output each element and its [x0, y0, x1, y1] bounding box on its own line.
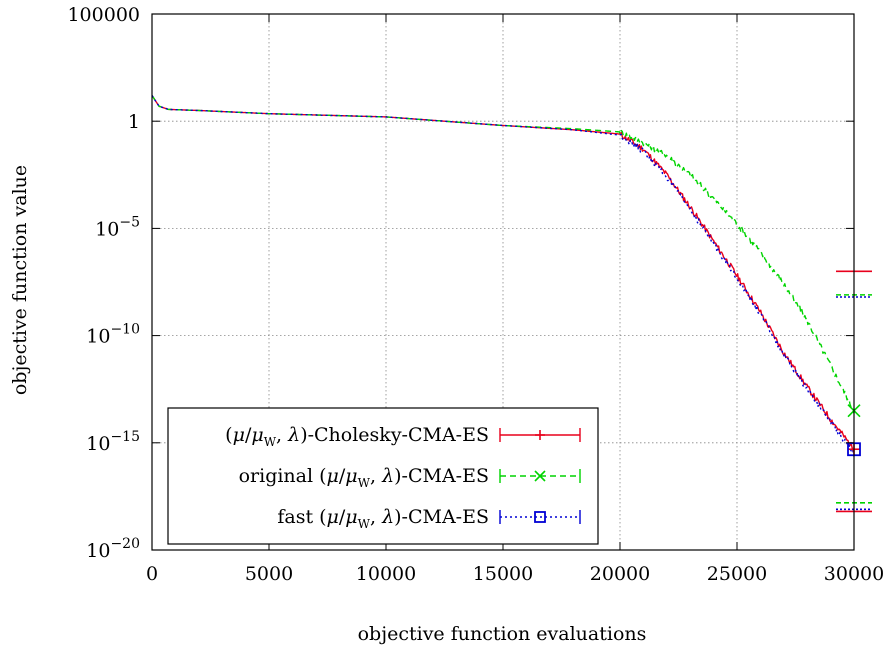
y-tick-label: 1: [128, 111, 140, 133]
y-tick-label: 10−10: [86, 322, 140, 348]
y-tick-label: 10−15: [86, 429, 140, 455]
y-tick-label: 10−5: [95, 214, 140, 240]
legend-label: fast (μ/μW, λ)-CMA-ES: [277, 506, 489, 531]
y-axis-label: objective function value: [9, 165, 31, 395]
series-line: [151, 95, 855, 414]
tick-labels: 0 5000 10000 15000 20000 25000 30000 100000 1 10−…: [67, 4, 884, 585]
series-marker: [534, 470, 546, 482]
legend: (μ/μW, λ)-Cholesky-CMA-ES original (μ/μW,…: [167, 407, 599, 545]
y-tick-label: 10−20: [86, 536, 140, 562]
x-tick-label: 5000: [245, 563, 293, 585]
legend-label: original (μ/μW, λ)-CMA-ES: [239, 465, 489, 490]
x-tick-label: 0: [146, 563, 158, 585]
x-tick-label: 20000: [590, 563, 650, 585]
x-tick-label: 15000: [473, 563, 533, 585]
y-tick-label: 100000: [67, 4, 140, 26]
legend-label: (μ/μW, λ)-Cholesky-CMA-ES: [225, 424, 489, 449]
series-line: [151, 95, 855, 457]
series-layer: [151, 95, 855, 457]
x-tick-label: 30000: [824, 563, 884, 585]
x-axis-label: objective function evaluations: [358, 623, 647, 645]
series-marker: [534, 511, 546, 523]
x-tick-label: 25000: [707, 563, 767, 585]
x-tick-label: 10000: [356, 563, 416, 585]
legend-box: [167, 407, 599, 545]
series-marker: [535, 430, 545, 440]
